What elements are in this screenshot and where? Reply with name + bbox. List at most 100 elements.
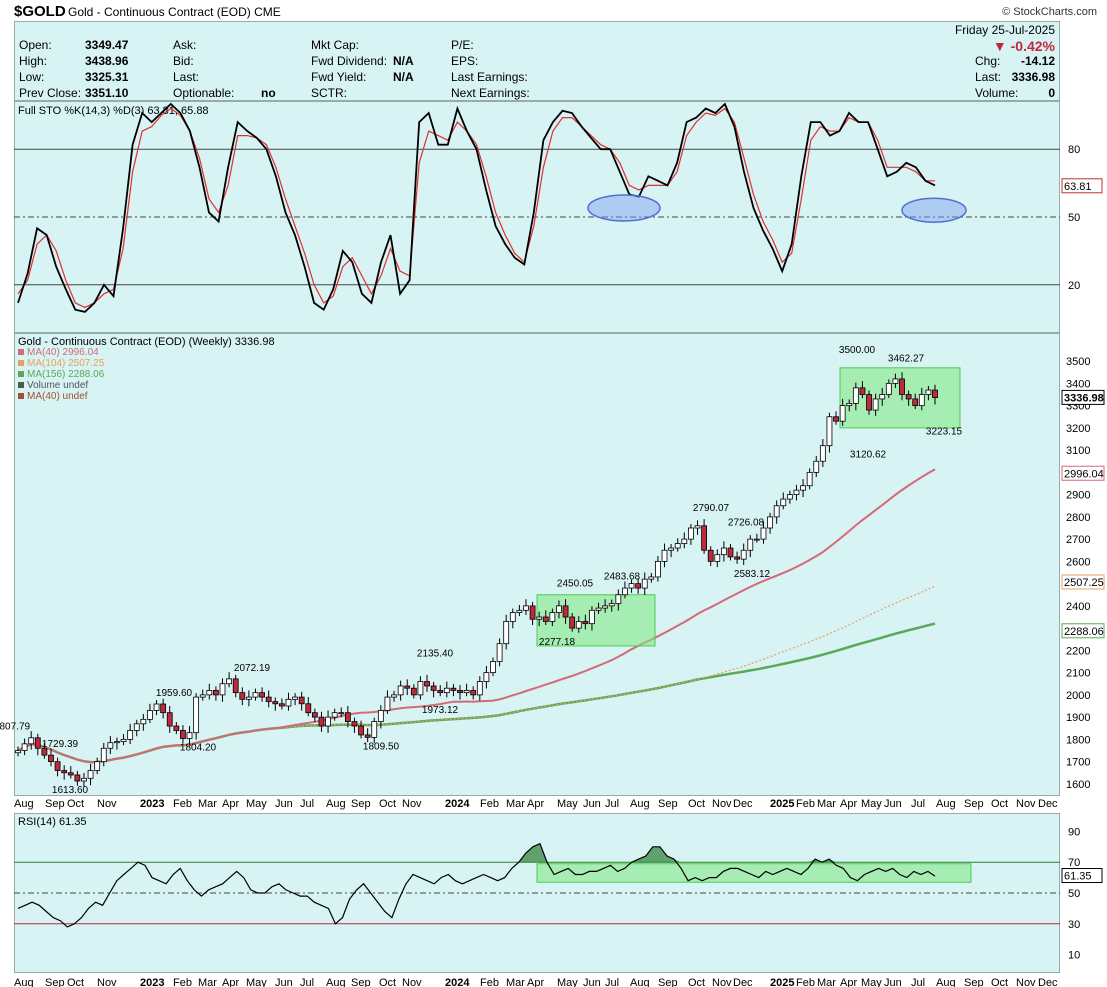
x-label-1-14: Nov (402, 977, 422, 987)
volume-label: Volume: (975, 86, 1019, 100)
candle-body-14 (107, 742, 114, 749)
rsi-level-label-10: 10 (1068, 950, 1080, 962)
candle-body-11 (87, 770, 94, 779)
candle-body-80 (542, 616, 549, 622)
candle-body-77 (523, 605, 529, 611)
x-label-0-23: Sep (658, 798, 678, 810)
candle-body-99 (668, 547, 675, 551)
price-tick-3400: 3400 (1066, 378, 1090, 390)
x-label-0-17: Mar (506, 798, 525, 810)
x-label-0-30: Apr (840, 798, 857, 810)
candle-body-50 (344, 712, 351, 722)
candle-body-116 (780, 498, 787, 507)
x-label-1-13: Oct (379, 977, 396, 987)
candle-body-20 (147, 710, 153, 720)
candle-body-71 (483, 672, 490, 682)
x-label-1-11: Aug (326, 977, 346, 987)
price-tick-1600: 1600 (1066, 779, 1090, 791)
brand-logo[interactable]: © StockCharts.com (1002, 6, 1097, 18)
candle-body-12 (94, 761, 101, 771)
legend-swatch-2 (18, 371, 24, 377)
sto-ellipse-1 (587, 194, 661, 222)
x-label-1-21: Jul (605, 977, 619, 987)
candle-body-58 (397, 685, 404, 696)
x-label-0-37: Nov (1016, 798, 1036, 810)
optionable-value: no (261, 86, 276, 100)
candle-body-7 (61, 770, 68, 774)
candle-body-114 (767, 516, 773, 529)
candle-body-75 (509, 612, 516, 622)
price-annotation-8: 1973.12 (422, 705, 459, 716)
candle-body-94 (635, 583, 642, 589)
candle-body-115 (773, 505, 780, 518)
prev-close-label: Prev Close: (19, 86, 82, 100)
x-label-0-33: Jul (911, 798, 925, 810)
price-tick-2700: 2700 (1066, 534, 1090, 546)
candle-body-49 (338, 712, 345, 715)
chart-header: $GOLD Gold - Continuous Contract (EOD) C… (0, 0, 1107, 20)
candle-body-36 (252, 692, 259, 698)
x-label-0-31: May (861, 798, 882, 810)
candle-body-82 (556, 605, 562, 613)
optionable-label: Optionable: (173, 86, 235, 100)
x-label-0-3: Nov (97, 798, 117, 810)
candle-body-40 (278, 703, 285, 707)
candle-body-6 (54, 761, 61, 771)
candle-body-106 (714, 554, 721, 562)
candle-body-3 (34, 737, 41, 749)
candle-body-33 (232, 678, 239, 694)
price-annotation-18: 3120.62 (850, 450, 887, 461)
candle-body-91 (615, 594, 622, 605)
candle-body-16 (120, 738, 127, 742)
legend-entry-3: Volume undef (27, 380, 88, 391)
candle-body-64 (437, 690, 444, 694)
x-label-0-36: Oct (991, 798, 1008, 810)
price-annotation-17: 3223.15 (926, 427, 963, 438)
price-tick-2400: 2400 (1066, 601, 1090, 613)
candle-body-119 (800, 485, 806, 491)
candle-body-15 (114, 741, 120, 744)
price-tick-2000: 2000 (1066, 690, 1090, 702)
price-last-label-3: 2288.06 (1064, 626, 1104, 638)
candle-body-133 (892, 378, 899, 384)
rsi-level-label-30: 30 (1068, 919, 1080, 931)
price-tick-2100: 2100 (1066, 668, 1090, 680)
legend-entry-1: MA(104) 2507.25 (27, 358, 105, 369)
candle-body-38 (265, 696, 272, 702)
x-label-1-18: Apr (527, 977, 544, 987)
candle-body-89 (602, 605, 609, 609)
symbol[interactable]: $GOLD (14, 3, 66, 20)
sto-last-label: 63.81 (1064, 181, 1092, 193)
candle-body-51 (351, 721, 358, 727)
candle-body-85 (575, 621, 582, 629)
fwd-dividend-value: N/A (393, 54, 414, 68)
price-tick-2800: 2800 (1066, 512, 1090, 524)
candle-body-68 (463, 690, 470, 694)
price-annotation-11: 2277.18 (539, 637, 576, 648)
candle-body-73 (496, 643, 503, 662)
sto-level-label-80: 80 (1068, 144, 1080, 156)
x-label-1-6: Mar (198, 977, 217, 987)
candle-body-27 (193, 696, 200, 734)
fwd-dividend-label: Fwd Dividend: (311, 54, 388, 68)
x-label-1-38: Dec (1038, 977, 1058, 987)
rsi-level-label-90: 90 (1068, 826, 1080, 838)
x-label-0-29: Mar (817, 798, 836, 810)
candle-body-126 (846, 402, 853, 407)
x-label-1-22: Aug (630, 977, 650, 987)
x-label-1-12: Sep (351, 977, 371, 987)
legend-swatch-1 (18, 360, 24, 366)
candle-body-110 (740, 549, 747, 560)
x-label-1-30: Apr (840, 977, 857, 987)
ma104-line (17, 585, 936, 763)
rsi-overbought-fill (18, 843, 935, 863)
price-tick-3200: 3200 (1066, 423, 1090, 435)
price-annotation-0: 1807.79 (0, 722, 31, 733)
rsi-highlight-box (536, 863, 972, 883)
candle-body-131 (879, 394, 886, 400)
candle-body-117 (786, 494, 793, 500)
bid-label: Bid: (173, 54, 194, 68)
candle-body-52 (358, 725, 364, 736)
x-label-0-24: Oct (688, 798, 705, 810)
